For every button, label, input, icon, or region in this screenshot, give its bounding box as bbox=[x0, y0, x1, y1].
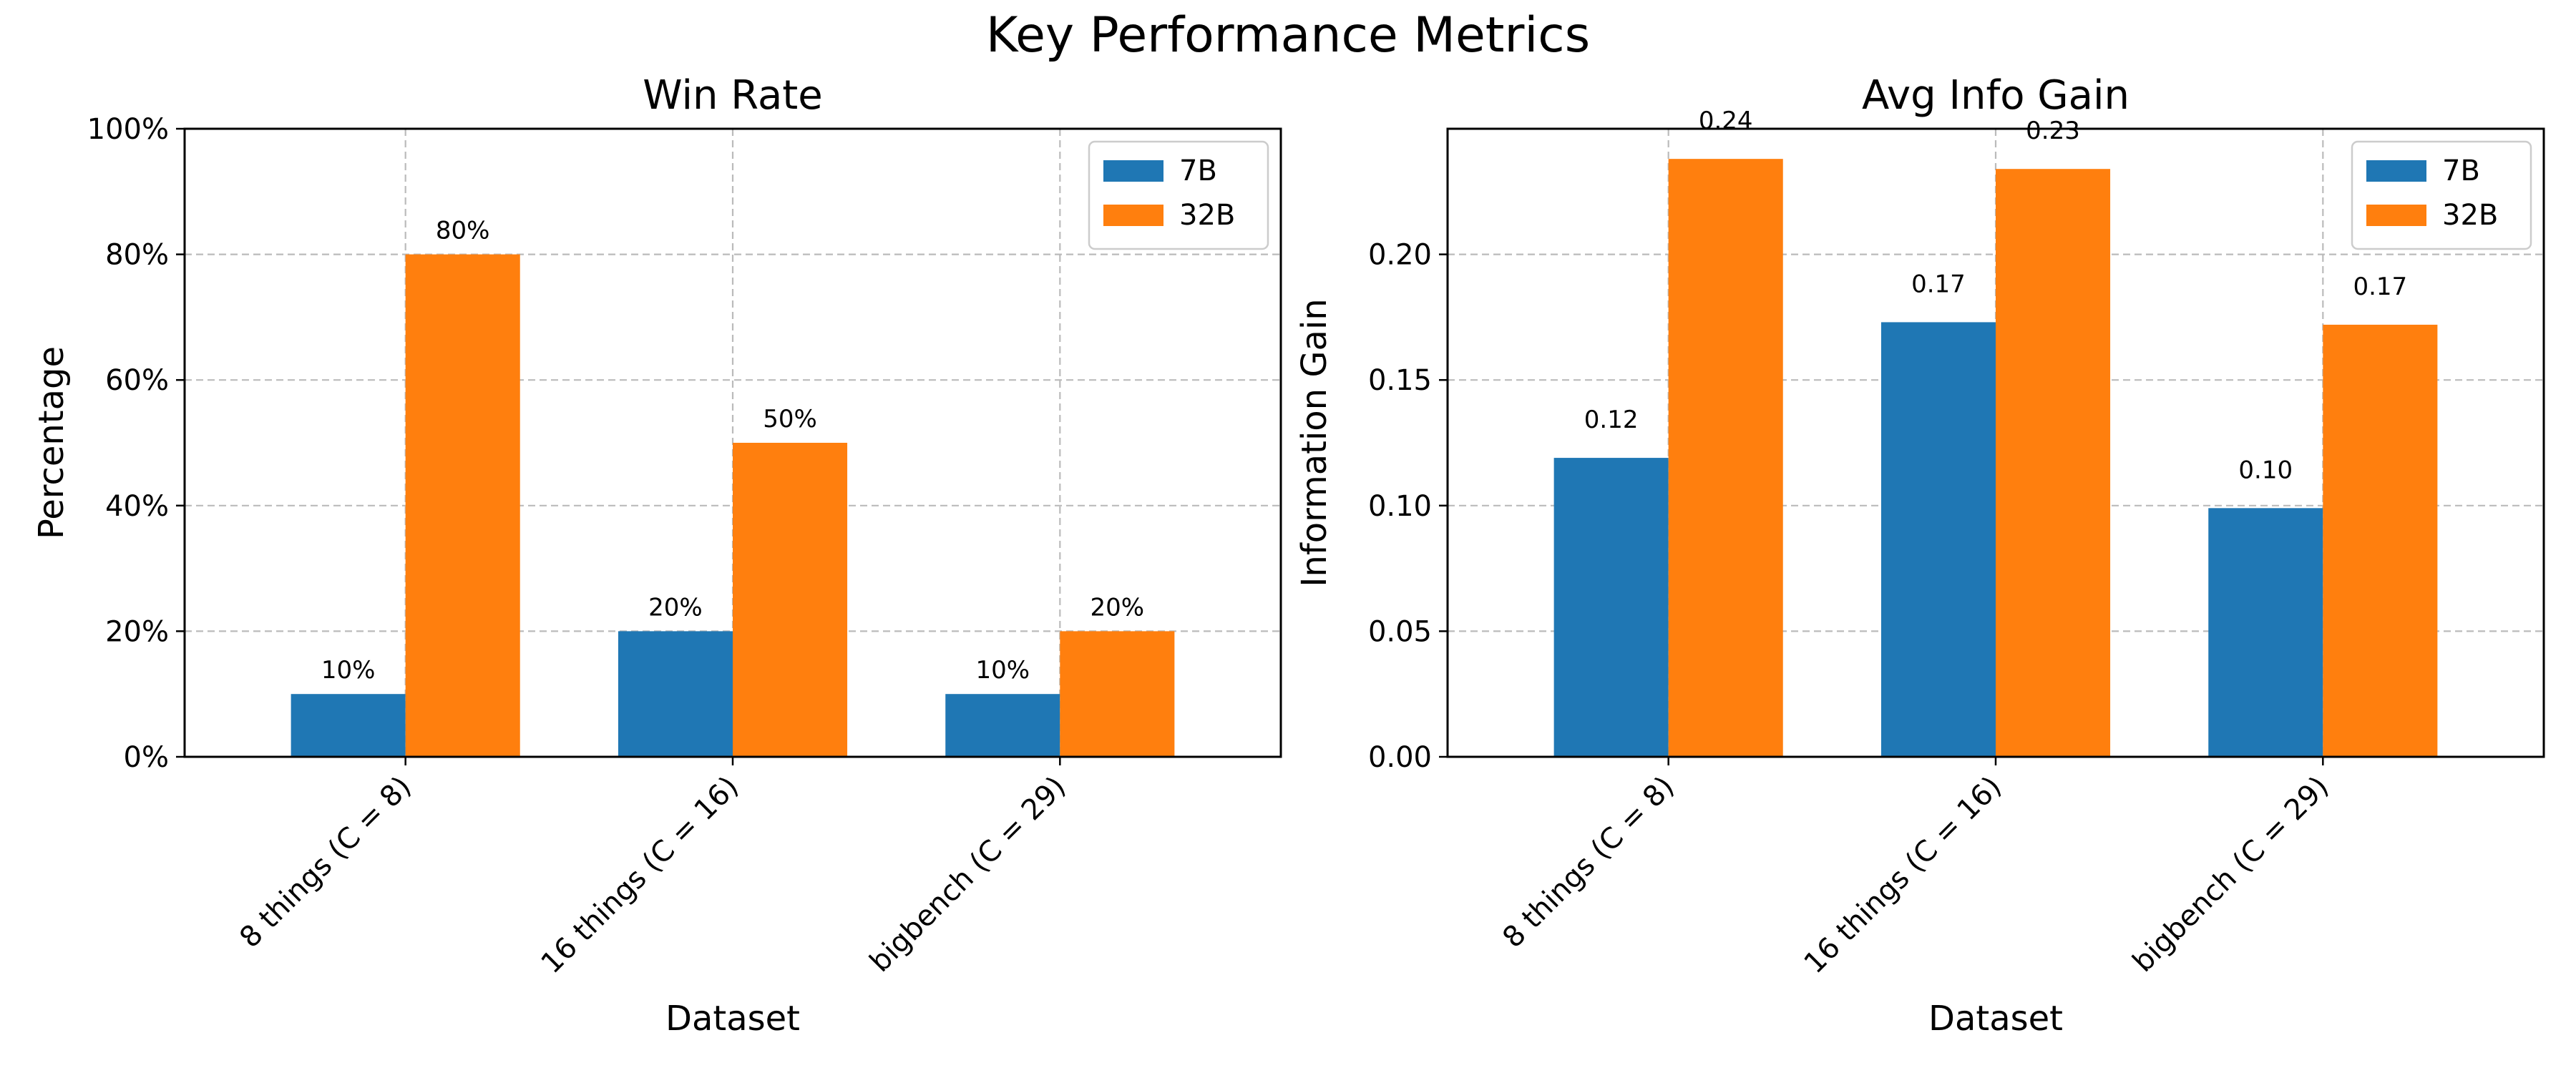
bar-32b-2 bbox=[733, 443, 848, 757]
legend-swatch-7b bbox=[1103, 160, 1163, 182]
bar-7b-1 bbox=[1553, 458, 1669, 757]
bar-value-label: 0.10 bbox=[2238, 456, 2293, 484]
bar-32b-3 bbox=[2323, 324, 2438, 757]
y-tick-label: 40% bbox=[105, 490, 169, 523]
y-axis-label: Information Gain bbox=[1294, 298, 1335, 587]
bar-value-label: 0.17 bbox=[2353, 273, 2407, 301]
bar-7b-3 bbox=[945, 694, 1060, 757]
bar-value-label: 20% bbox=[1091, 593, 1145, 622]
x-tick-label: bigbench (C = 29) bbox=[2127, 770, 2336, 979]
bar-value-label: 0.24 bbox=[1699, 107, 1753, 135]
chart-left: 10% 20% 10% 80% 50% 20% 0% 20% 40% 60% 80% 100% 8 th… bbox=[31, 72, 1282, 1039]
y-tick-label: 0.10 bbox=[1368, 490, 1432, 523]
bar-value-label: 10% bbox=[321, 656, 376, 685]
legend-label: 32B bbox=[1179, 199, 1235, 232]
y-tick-label: 100% bbox=[87, 113, 169, 146]
bar-value-label: 0.17 bbox=[1911, 270, 1966, 298]
legend-label: 32B bbox=[2442, 199, 2498, 232]
figure-title: Key Performance Metrics bbox=[986, 7, 1590, 64]
x-tick-label: 8 things (C = 8) bbox=[233, 770, 417, 954]
bar-7b-2 bbox=[618, 631, 733, 757]
chart-title: Avg Info Gain bbox=[1862, 72, 2129, 119]
bar-value-label: 0.12 bbox=[1584, 406, 1639, 434]
bar-32b-2 bbox=[1996, 169, 2111, 757]
bar-value-label: 20% bbox=[648, 593, 703, 622]
bar-value-label: 50% bbox=[763, 405, 817, 433]
y-tick-label: 0.05 bbox=[1368, 615, 1432, 648]
x-axis-label: Dataset bbox=[665, 999, 800, 1039]
bar-value-label: 0.23 bbox=[2026, 117, 2080, 145]
chart-right: 0.12 0.17 0.10 0.24 0.23 0.17 0.00 0.05 0.10 0.15… bbox=[1294, 72, 2545, 1039]
bar-7b-3 bbox=[2208, 508, 2323, 757]
y-tick-label: 20% bbox=[105, 615, 169, 648]
legend-swatch-32b bbox=[1103, 205, 1163, 226]
y-tick-label: 0% bbox=[124, 741, 169, 774]
bar-value-label: 10% bbox=[975, 656, 1030, 685]
legend-swatch-7b bbox=[2366, 160, 2426, 182]
legend-box bbox=[2351, 140, 2532, 250]
x-axis-label: Dataset bbox=[1928, 999, 2063, 1039]
y-tick-label: 60% bbox=[105, 364, 169, 397]
y-tick-label: 80% bbox=[105, 239, 169, 272]
legend-label: 7B bbox=[2442, 155, 2480, 187]
bar-7b-2 bbox=[1880, 322, 1996, 757]
chart-title: Win Rate bbox=[643, 72, 822, 119]
bar-32b-1 bbox=[1668, 159, 1783, 758]
bar-7b-1 bbox=[291, 694, 406, 757]
y-tick-label: 0.00 bbox=[1368, 741, 1432, 774]
y-tick-label: 0.20 bbox=[1368, 239, 1432, 272]
x-tick-label: 16 things (C = 16) bbox=[1798, 770, 2008, 980]
legend-box bbox=[1088, 140, 1269, 250]
legend-swatch-32b bbox=[2366, 205, 2426, 226]
x-tick-label: 16 things (C = 16) bbox=[535, 770, 745, 980]
y-tick-label: 0.15 bbox=[1368, 364, 1432, 397]
legend-label: 7B bbox=[1179, 155, 1217, 187]
x-tick-label: 8 things (C = 8) bbox=[1496, 770, 1680, 954]
bar-value-label: 80% bbox=[436, 217, 490, 245]
x-tick-label: bigbench (C = 29) bbox=[864, 770, 1073, 979]
bar-32b-1 bbox=[405, 254, 520, 758]
y-axis-label: Percentage bbox=[31, 346, 72, 539]
bar-32b-3 bbox=[1060, 631, 1175, 757]
